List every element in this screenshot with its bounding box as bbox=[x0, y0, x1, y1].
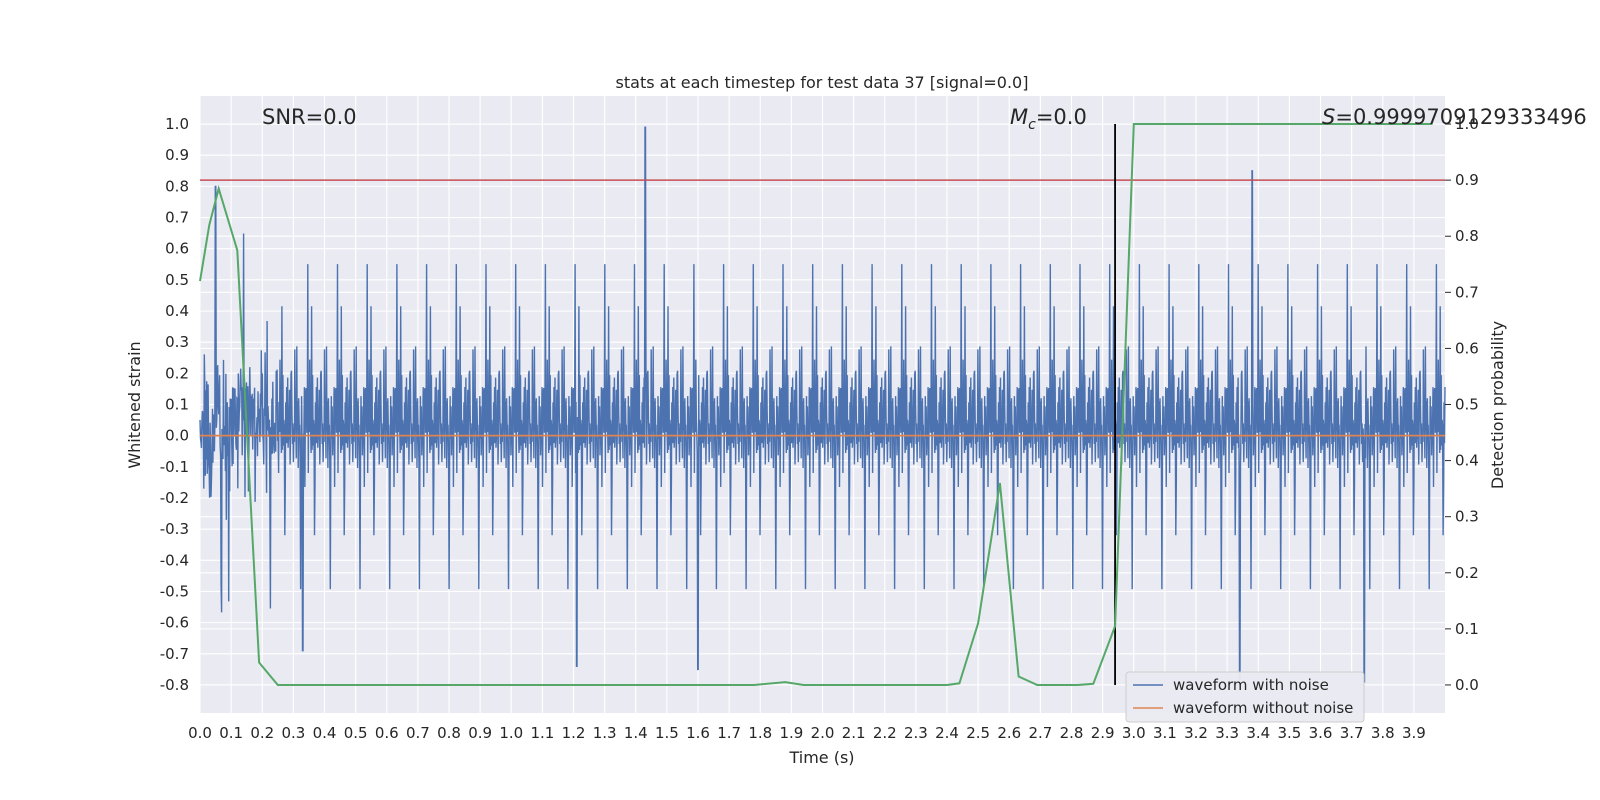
y-tick-label: -0.4 bbox=[160, 551, 189, 569]
chart-title: stats at each timestep for test data 37 … bbox=[616, 73, 1029, 92]
y-tick-label: -0.2 bbox=[160, 489, 189, 507]
x-tick-label: 3.4 bbox=[1246, 724, 1270, 742]
y-tick-label: 1.0 bbox=[165, 115, 189, 133]
legend-label-noise: waveform with noise bbox=[1173, 676, 1329, 694]
y-right-tick-label: 0.7 bbox=[1455, 283, 1479, 301]
y-tick-label: -0.8 bbox=[160, 676, 189, 694]
x-tick-label: 0.1 bbox=[219, 724, 243, 742]
x-tick-label: 1.2 bbox=[562, 724, 586, 742]
y-right-tick-label: 0.0 bbox=[1455, 676, 1479, 694]
y-tick-label: 0.5 bbox=[165, 271, 189, 289]
x-tick-label: 3.5 bbox=[1277, 724, 1301, 742]
y-tick-label: 0.6 bbox=[165, 240, 189, 258]
y-right-tick-label: 0.5 bbox=[1455, 396, 1479, 414]
x-tick-label: 0.5 bbox=[344, 724, 368, 742]
y-tick-label: -0.3 bbox=[160, 520, 189, 538]
x-tick-label: 3.8 bbox=[1371, 724, 1395, 742]
x-tick-label: 2.9 bbox=[1091, 724, 1115, 742]
y-right-tick-label: 1.0 bbox=[1455, 115, 1479, 133]
s-value: =0.9999709129333496 bbox=[1335, 105, 1586, 129]
mc-subscript: c bbox=[1028, 117, 1036, 133]
y-right-tick-label: 0.4 bbox=[1455, 452, 1479, 470]
x-tick-label: 1.7 bbox=[717, 724, 741, 742]
legend-box bbox=[1125, 671, 1365, 723]
x-tick-label: 2.2 bbox=[873, 724, 897, 742]
x-axis-label: Time (s) bbox=[788, 748, 854, 767]
x-tick-label: 0.0 bbox=[188, 724, 212, 742]
y-tick-label: -0.6 bbox=[160, 614, 189, 632]
y-tick-label: -0.5 bbox=[160, 582, 189, 600]
y-tick-label: 0.1 bbox=[165, 396, 189, 414]
legend-label-clean: waveform without noise bbox=[1173, 699, 1353, 717]
series-layer bbox=[199, 123, 1446, 686]
y-tick-label: 0.7 bbox=[165, 209, 189, 227]
y-tick-label: 0.3 bbox=[165, 333, 189, 351]
x-tick-label: 2.7 bbox=[1028, 724, 1052, 742]
legend: waveform with noise waveform without noi… bbox=[1125, 671, 1365, 723]
y-tick-label: -0.1 bbox=[160, 458, 189, 476]
chirp-mass-annotation: Mc=0.0 bbox=[1010, 105, 1087, 133]
y-right-tick-label: 0.1 bbox=[1455, 620, 1479, 638]
tick-labels: 0.0 0.1 0.2 0.3 0.4 0.5 0.6 0.7 0.8 0.9 1.0 1.1 1.2 1… bbox=[160, 115, 1479, 742]
y-right-tick-label: 0.6 bbox=[1455, 339, 1479, 357]
x-tick-label: 2.3 bbox=[904, 724, 928, 742]
mc-value: =0.0 bbox=[1036, 105, 1087, 129]
x-tick-label: 1.3 bbox=[593, 724, 617, 742]
score-annotation: S=0.9999709129333496 bbox=[1322, 105, 1587, 129]
x-tick-label: 1.1 bbox=[530, 724, 554, 742]
y-right-tick-label: 0.2 bbox=[1455, 564, 1479, 582]
y-tick-label: 0.8 bbox=[165, 177, 189, 195]
mc-symbol: M bbox=[1010, 105, 1028, 129]
y-axis-right-label: Detection probability bbox=[1488, 321, 1507, 489]
detection-probability-line bbox=[199, 123, 1433, 686]
x-tick-label: 1.9 bbox=[779, 724, 803, 742]
x-tick-label: 2.4 bbox=[935, 724, 959, 742]
y-tick-label: 0.4 bbox=[165, 302, 189, 320]
x-tick-label: 2.0 bbox=[811, 724, 835, 742]
x-tick-label: 0.6 bbox=[375, 724, 399, 742]
y-tick-label: 0.9 bbox=[165, 146, 189, 164]
y-right-tick-label: 0.8 bbox=[1455, 227, 1479, 245]
x-tick-label: 2.1 bbox=[842, 724, 866, 742]
y-right-tick-label: 0.3 bbox=[1455, 508, 1479, 526]
y-axis-label: Whitened strain bbox=[125, 341, 144, 468]
x-tick-label: 3.1 bbox=[1153, 724, 1177, 742]
x-tick-label: 3.3 bbox=[1215, 724, 1239, 742]
s-symbol: S bbox=[1322, 105, 1335, 129]
y-tick-label: -0.7 bbox=[160, 645, 189, 663]
x-tick-label: 3.7 bbox=[1340, 724, 1364, 742]
y-tick-label: 0.0 bbox=[165, 427, 189, 445]
x-tick-label: 0.9 bbox=[468, 724, 492, 742]
x-tick-label: 3.2 bbox=[1184, 724, 1208, 742]
x-tick-label: 3.6 bbox=[1309, 724, 1333, 742]
x-tick-label: 1.5 bbox=[655, 724, 679, 742]
x-tick-label: 1.8 bbox=[748, 724, 772, 742]
x-tick-label: 3.9 bbox=[1402, 724, 1426, 742]
x-tick-label: 2.5 bbox=[966, 724, 990, 742]
noise-waveform-line bbox=[199, 126, 1446, 683]
x-tick-label: 2.8 bbox=[1060, 724, 1084, 742]
y-tick-label: 0.2 bbox=[165, 364, 189, 382]
x-tick-label: 0.3 bbox=[281, 724, 305, 742]
x-tick-label: 0.8 bbox=[437, 724, 461, 742]
snr-annotation: SNR=0.0 bbox=[262, 105, 357, 129]
x-tick-label: 1.0 bbox=[499, 724, 523, 742]
x-tick-label: 1.6 bbox=[686, 724, 710, 742]
y-right-tick-label: 0.9 bbox=[1455, 171, 1479, 189]
x-tick-label: 0.7 bbox=[406, 724, 430, 742]
x-tick-label: 0.2 bbox=[250, 724, 274, 742]
x-tick-label: 1.4 bbox=[624, 724, 648, 742]
x-tick-label: 2.6 bbox=[997, 724, 1021, 742]
x-tick-label: 3.0 bbox=[1122, 724, 1146, 742]
x-tick-label: 0.4 bbox=[313, 724, 337, 742]
